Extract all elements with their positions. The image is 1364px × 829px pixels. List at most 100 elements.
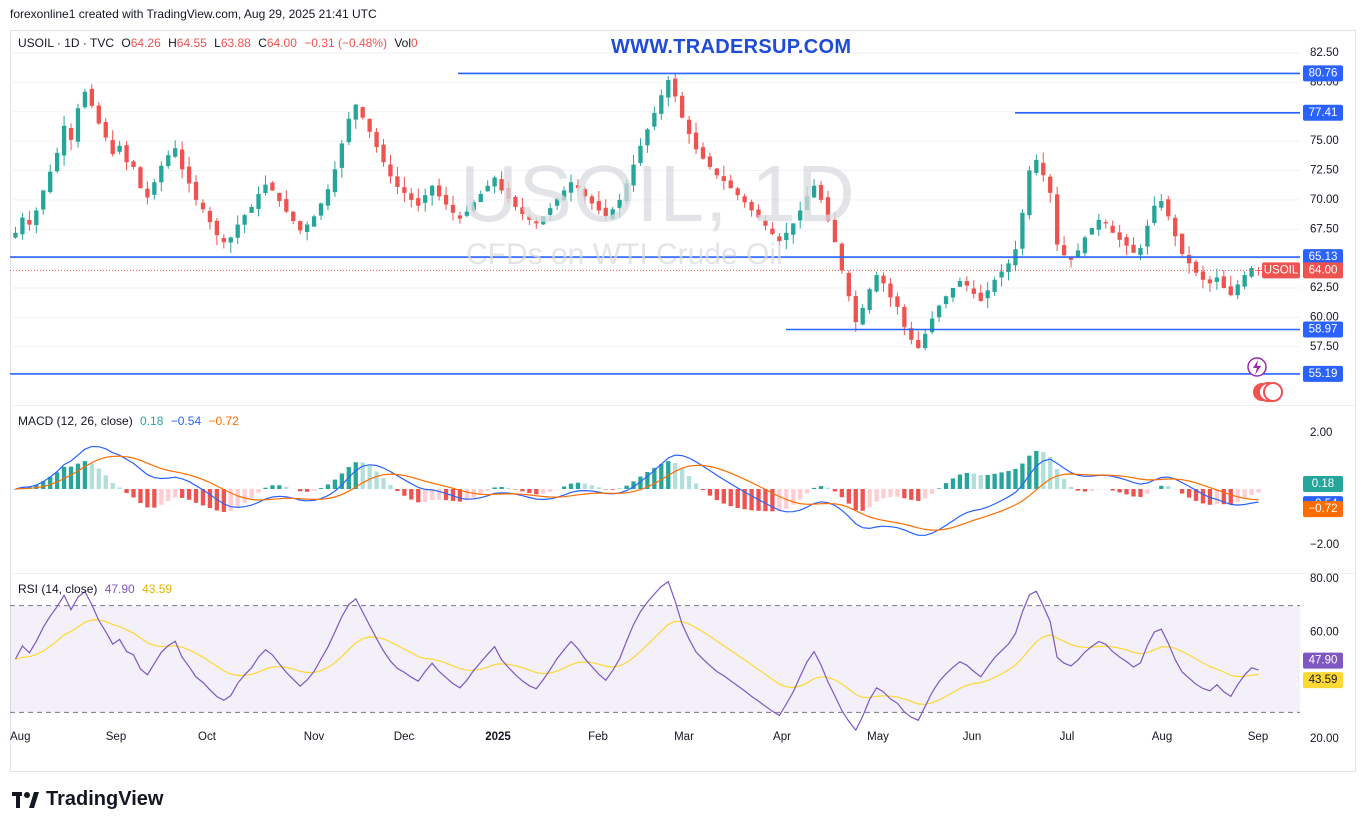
candle-body (34, 210, 39, 226)
candle (902, 304, 907, 336)
y-tick-label: 72.50 (1310, 165, 1339, 177)
macd-histogram-bar (1242, 489, 1247, 499)
macd-histogram-bar (131, 489, 136, 498)
candle (402, 176, 407, 203)
macd-histogram-bar (1159, 485, 1164, 489)
macd-histogram-bar (485, 489, 490, 491)
description-watermark: CFDs on WTI Crude Oil (466, 238, 783, 271)
candle-body (978, 292, 983, 301)
candle (1041, 152, 1046, 182)
current-price-tag (1303, 262, 1343, 279)
candle-body (652, 112, 657, 127)
candle (395, 166, 400, 195)
candle-body (895, 296, 900, 307)
candle (1173, 214, 1178, 247)
attribution-text: forexonline1 created with TradingView.co… (10, 7, 377, 21)
macd-histogram-bar (1166, 486, 1171, 489)
candle-body (221, 238, 226, 243)
candle-body (714, 168, 720, 176)
candle-body (603, 207, 608, 217)
candle-body (1006, 263, 1011, 273)
candle (673, 73, 678, 103)
candle-body (1186, 255, 1192, 264)
macd-histogram-bar (742, 489, 747, 510)
x-tick-label: Aug (10, 731, 30, 743)
candle (853, 290, 858, 333)
candle (1214, 268, 1220, 290)
candle-body (1228, 286, 1233, 296)
macd-histogram-bar (110, 483, 115, 489)
candle (1145, 219, 1150, 255)
candle-body (228, 237, 233, 243)
x-tick-label: May (867, 731, 889, 743)
macd-histogram-bar (860, 489, 865, 511)
candle-body (749, 201, 754, 211)
candle (804, 186, 810, 211)
candle (832, 212, 838, 243)
rsi-pane[interactable]: 80.00 60.00 20.00 47.90 43.59 Aug Sep Oct Nov Dec… (10, 573, 1356, 745)
candle (332, 161, 338, 197)
candle-body (791, 223, 796, 235)
candle (41, 189, 46, 215)
candle-body (450, 204, 456, 213)
macd-histogram-bar (1027, 455, 1032, 489)
tradingview-logo[interactable]: TradingView (12, 788, 163, 811)
candle (499, 171, 504, 194)
candle-body (943, 296, 949, 305)
macd-histogram-bar (575, 482, 581, 489)
candle-body (624, 183, 629, 202)
candle (964, 276, 970, 292)
candle (513, 194, 518, 211)
candle (1082, 235, 1088, 257)
level-tag-label: 77.41 (1309, 107, 1338, 119)
candle (1089, 227, 1095, 235)
macd-histogram-bar (964, 472, 970, 489)
candle (311, 214, 317, 227)
candle (818, 181, 824, 204)
macd-signal-value: −0.72 (208, 414, 239, 428)
macd-histogram-bar (242, 489, 247, 503)
candle-body (1124, 237, 1129, 246)
candle (1179, 233, 1185, 258)
candle (82, 88, 88, 110)
macd-histogram-bar (561, 486, 567, 489)
level-tag (1303, 249, 1343, 266)
candle (388, 154, 393, 184)
x-tick-label: Feb (588, 731, 608, 743)
candle-body (1221, 276, 1226, 289)
x-tick-label: Apr (773, 731, 791, 743)
macd-histogram-bar (999, 472, 1004, 489)
macd-histogram-bar (811, 487, 817, 489)
x-tick-label: Oct (198, 731, 217, 743)
candle (1061, 236, 1067, 257)
candle (61, 115, 67, 166)
macd-histogram-bar (429, 489, 435, 501)
candle (825, 190, 831, 223)
macd-histogram-bar (867, 489, 872, 508)
candle (700, 142, 706, 160)
candle (291, 211, 296, 224)
macd-histogram-bar (679, 468, 685, 489)
candle-body (679, 95, 685, 118)
macd-histogram-bar (423, 489, 428, 503)
macd-histogram-bar (923, 489, 928, 499)
candle-body (1054, 194, 1060, 245)
candle (367, 118, 372, 139)
y-tick-label: 60.00 (1310, 311, 1339, 323)
macd-histogram-bar (82, 461, 88, 489)
candle-body (1082, 237, 1088, 254)
candle (679, 91, 685, 119)
macd-histogram-bar (103, 475, 108, 489)
candle (1006, 259, 1011, 281)
chart-frame (10, 30, 1356, 772)
candle (659, 89, 664, 120)
candle (624, 179, 629, 205)
candle-body (804, 196, 810, 211)
candle-body (61, 125, 67, 156)
macd-histogram-bar (221, 489, 226, 512)
macd-histogram-bar (416, 489, 421, 503)
candle-body (173, 148, 178, 157)
price-chart[interactable]: 82.5080.0077.5075.0072.5070.0067.5065.00… (10, 30, 1356, 405)
macd-pane[interactable]: 2.00 −2.00 0.18 −0.54 −0.72 (10, 405, 1356, 573)
candle-body (298, 221, 303, 231)
